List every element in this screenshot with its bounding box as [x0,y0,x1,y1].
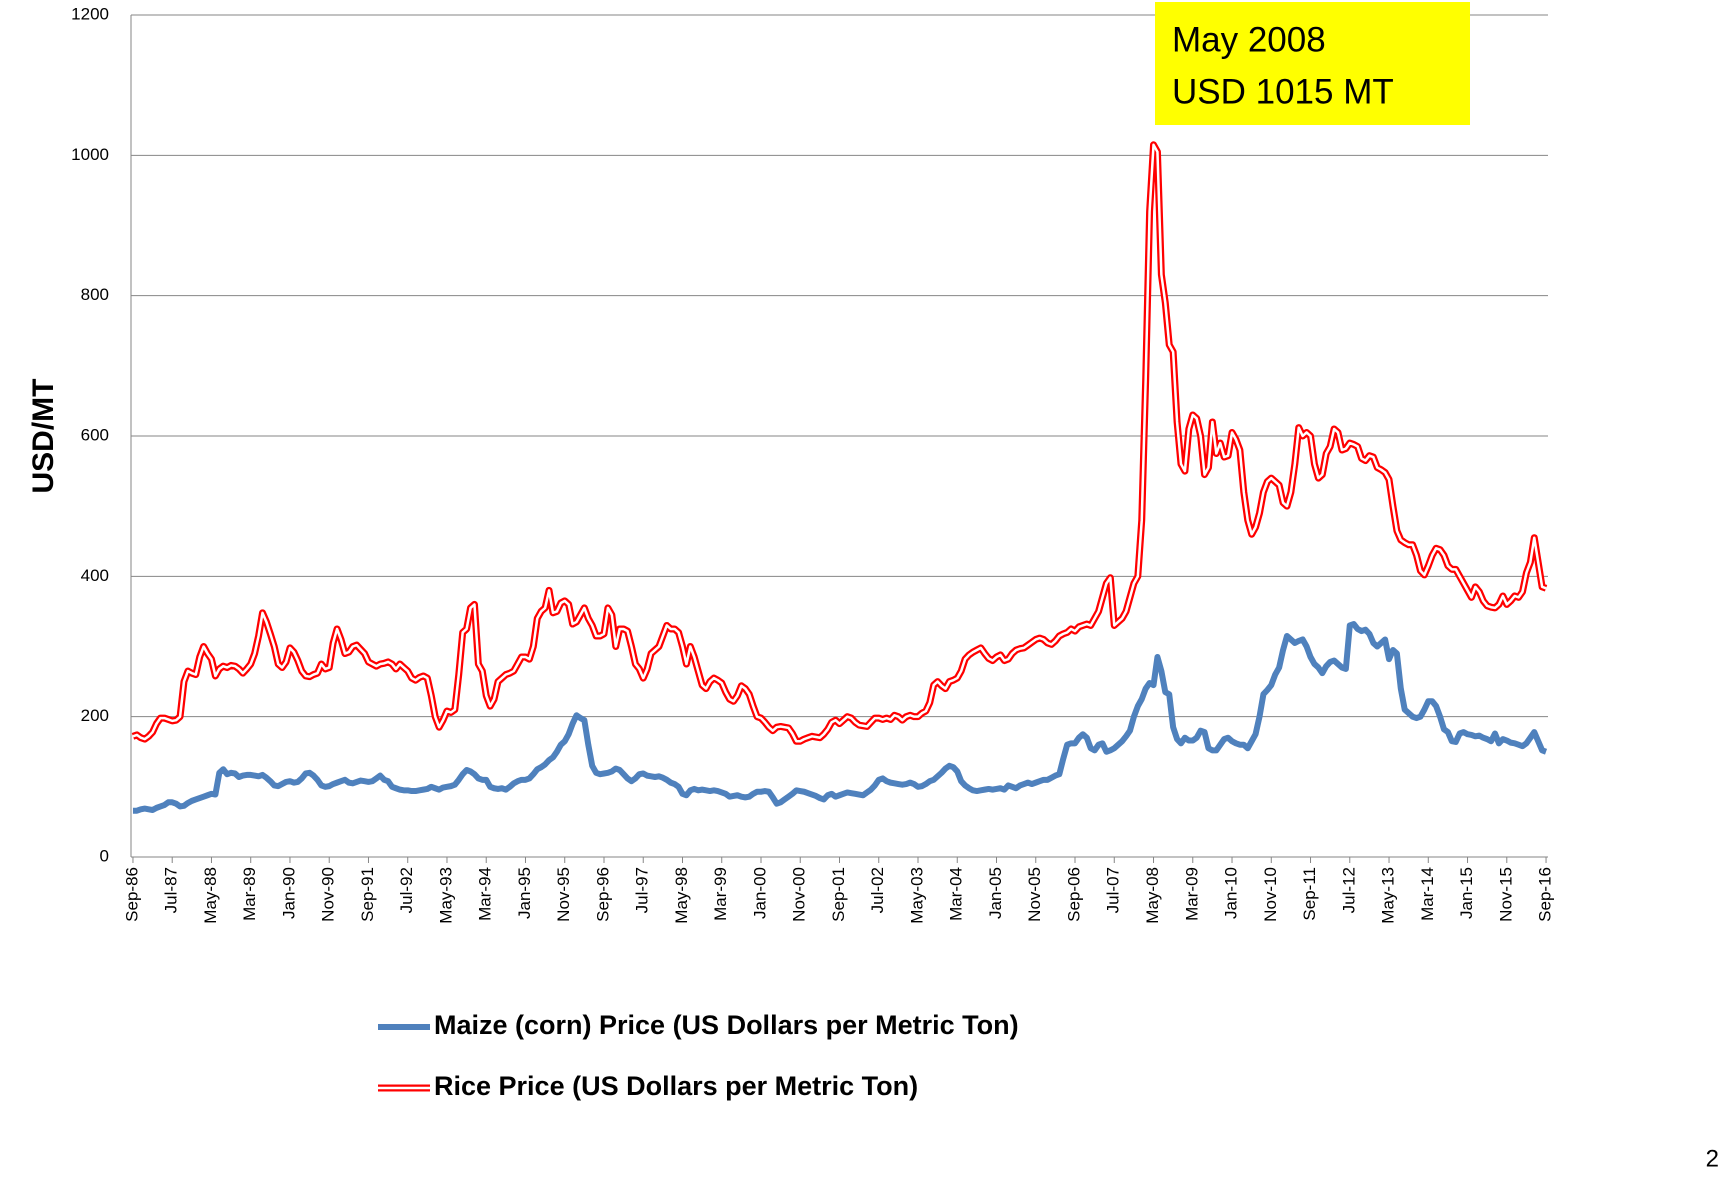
y-tick-label: 1200 [71,4,109,23]
x-tick-label: Mar-09 [1182,867,1201,921]
y-tick-label: 800 [81,285,109,304]
y-tick-label: 200 [81,706,109,725]
x-tick-label: Mar-04 [947,867,966,921]
y-tick-label: 0 [100,846,109,865]
legend-label: Rice Price (US Dollars per Metric Ton) [434,1071,918,1101]
x-tick-label: Mar-94 [476,867,495,921]
x-tick-label: Mar-99 [711,867,730,921]
x-tick-label: Nov-95 [554,867,573,922]
y-tick-label: 1000 [71,145,109,164]
x-tick-label: Jan-90 [279,867,298,919]
x-tick-label: Nov-00 [790,867,809,922]
x-tick-label: Sep-06 [1064,867,1083,922]
x-tick-label: Mar-89 [240,867,259,921]
x-tick-label: Sep-11 [1300,867,1319,921]
x-tick-label: Sep-01 [829,867,848,922]
x-tick-label: Jul-12 [1339,867,1358,913]
x-tick-label: Jan-10 [1222,867,1241,919]
annotation-box [1155,2,1470,125]
x-tick-label: Jul-97 [633,867,652,913]
x-tick-label: Jul-07 [1104,867,1123,913]
page-number: 2 [1706,1145,1719,1172]
x-tick-label: Nov-90 [319,867,338,922]
x-tick-label: Jan-00 [750,867,769,919]
x-tick-label: Jul-02 [868,867,887,913]
x-tick-label: Jan-15 [1457,867,1476,919]
x-tick-label: Jan-95 [515,867,534,919]
y-axis-title: USD/MT [27,379,60,494]
x-tick-label: May-98 [672,867,691,924]
x-tick-label: May-88 [201,867,220,924]
series-line [132,621,1548,814]
x-tick-label: May-13 [1379,867,1398,924]
y-tick-label: 400 [81,566,109,585]
y-tick-label: 600 [81,425,109,444]
x-tick-label: Nov-10 [1261,867,1280,922]
x-tick-label: Nov-05 [1025,867,1044,922]
x-tick-label: Sep-91 [358,867,377,922]
x-tick-label: Jul-87 [162,867,181,913]
annotation-text: USD 1015 MT [1172,72,1394,111]
x-tick-label: Nov-15 [1496,867,1515,922]
x-tick-label: Jul-92 [397,867,416,913]
annotation-text: May 2008 [1172,20,1326,59]
x-tick-label: May-08 [1143,867,1162,924]
x-tick-label: Sep-16 [1536,867,1555,922]
x-tick-label: May-03 [907,867,926,924]
series-line-inner [132,143,1547,743]
x-tick-label: Sep-86 [122,867,141,922]
x-tick-label: Sep-96 [593,867,612,922]
x-tick-label: Jan-05 [986,867,1005,919]
legend-label: Maize (corn) Price (US Dollars per Metri… [434,1010,1019,1040]
x-tick-label: Mar-14 [1418,867,1437,921]
x-tick-label: May-93 [436,867,455,924]
